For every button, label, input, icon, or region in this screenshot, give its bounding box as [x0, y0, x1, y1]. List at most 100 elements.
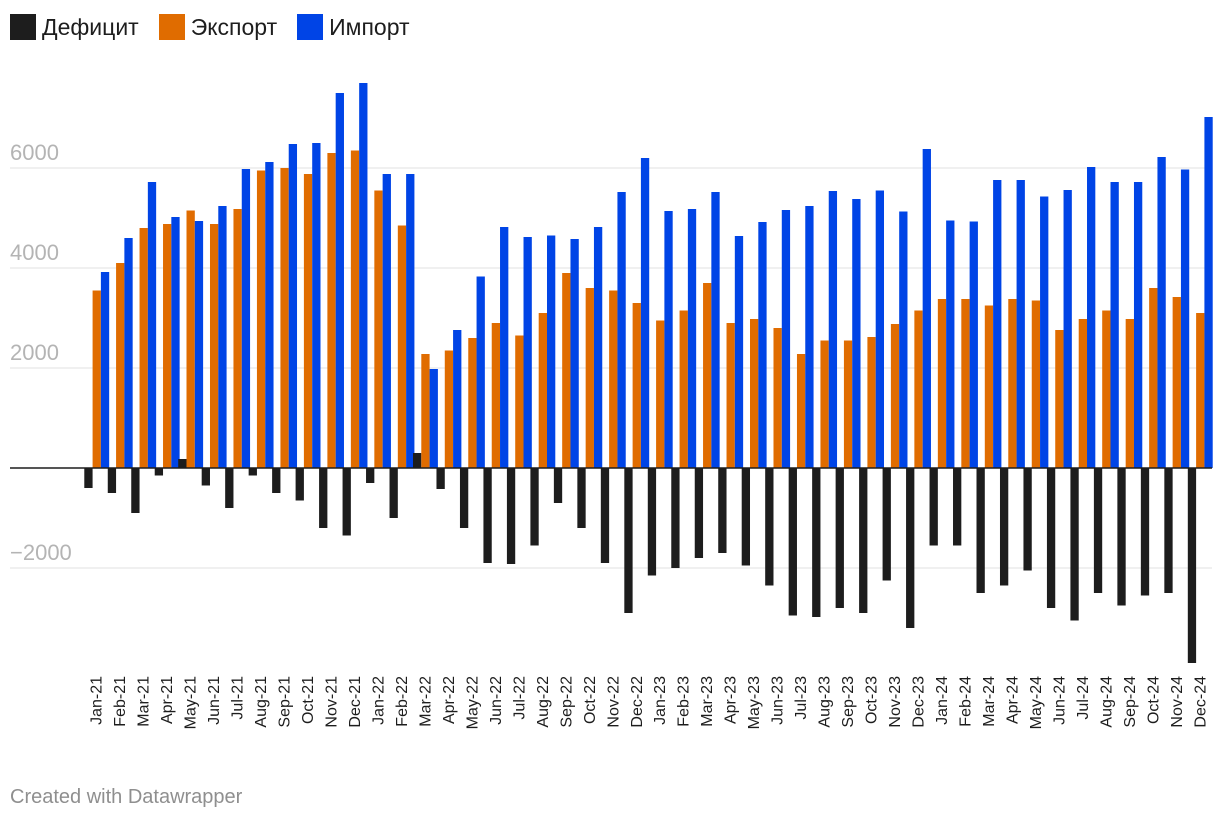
bar-import [335, 93, 344, 468]
bar-deficit [366, 468, 375, 483]
bar-import [241, 169, 251, 468]
x-tick-label: Apr-21 [159, 676, 176, 724]
x-tick-label: Jun-23 [770, 676, 787, 725]
bar-export [139, 228, 148, 468]
bar-deficit [178, 459, 187, 468]
bar-import [218, 206, 227, 468]
bar-export [186, 210, 195, 468]
bar-import [1040, 196, 1049, 468]
x-tick-label: Feb-22 [394, 676, 411, 727]
bar-export [515, 335, 524, 468]
bar-import [382, 174, 391, 468]
x-tick-label: Dec-24 [1192, 676, 1209, 728]
bar-import [852, 199, 861, 468]
bar-deficit [765, 468, 774, 586]
bar-deficit [976, 468, 985, 593]
bar-import [1110, 182, 1119, 468]
bar-deficit [1117, 468, 1126, 606]
bar-deficit [530, 468, 539, 546]
bar-export [1102, 310, 1111, 468]
legend-label-export: Экспорт [190, 13, 278, 40]
bar-deficit [1046, 468, 1056, 608]
bar-deficit [248, 468, 257, 476]
bar-export [585, 288, 594, 468]
bar-deficit [295, 468, 304, 501]
bar-import [453, 330, 462, 468]
legend-item-import: Импорт [297, 14, 410, 41]
bar-deficit [1093, 468, 1103, 593]
bar-deficit [84, 468, 93, 488]
bar-deficit [859, 468, 868, 613]
bar-deficit [107, 468, 117, 493]
bar-export [163, 224, 172, 468]
bar-import [546, 235, 556, 468]
bar-import [100, 272, 110, 468]
bar-import [1157, 157, 1166, 468]
bar-export [233, 209, 242, 468]
bar-import [1016, 180, 1025, 468]
x-tick-label: Dec-22 [629, 676, 646, 728]
x-tick-label: Jul-24 [1075, 676, 1092, 720]
legend-item-export: Экспорт [158, 13, 278, 41]
bar-export [726, 323, 735, 468]
x-tick-label: Aug-24 [1098, 676, 1115, 728]
bar-import [875, 190, 885, 468]
y-tick-label: −2000 [10, 540, 72, 565]
x-tick-label: Feb-24 [957, 676, 974, 727]
bar-deficit [272, 468, 281, 493]
bar-deficit [671, 468, 680, 568]
x-tick-label: Jul-21 [230, 676, 247, 720]
bar-deficit [1140, 468, 1150, 596]
y-tick-label: 4000 [10, 240, 59, 265]
x-tick-label: Aug-21 [253, 676, 270, 728]
x-tick-label: Jun-24 [1051, 676, 1068, 725]
x-tick-label: Sep-23 [840, 676, 857, 728]
bar-import [993, 180, 1002, 468]
bar-export [116, 263, 125, 468]
legend: Дефицит Экспорт Импорт [10, 12, 430, 42]
bar-import [664, 211, 673, 468]
x-tick-label: Jan-22 [370, 676, 387, 725]
x-tick-label: May-24 [1028, 676, 1045, 729]
bar-import [805, 206, 814, 468]
bar-export [1149, 288, 1158, 468]
bar-import [171, 217, 180, 468]
bar-export [632, 303, 641, 468]
legend-label-deficit: Дефицит [42, 13, 139, 40]
x-tick-label: Oct-21 [300, 676, 317, 724]
legend-swatch-export [158, 14, 185, 40]
bar-export [256, 170, 266, 468]
x-tick-label: Aug-22 [535, 676, 552, 728]
bar-deficit [553, 468, 563, 503]
bar-deficit [999, 468, 1009, 586]
bar-import [288, 144, 298, 468]
x-tick-label: Sep-22 [558, 676, 575, 728]
bar-export [1078, 319, 1088, 468]
x-tick-label: Nov-21 [324, 676, 341, 728]
bar-export [491, 323, 501, 468]
bar-deficit [483, 468, 492, 563]
bar-import [922, 149, 931, 468]
bar-export [209, 224, 219, 468]
bar-export [961, 299, 970, 468]
bar-deficit [600, 468, 610, 563]
x-tick-label: Jan-21 [89, 676, 106, 725]
bar-deficit [131, 468, 140, 513]
bar-export [421, 354, 430, 468]
x-tick-label: Jul-22 [511, 676, 528, 720]
bar-import [734, 236, 744, 468]
bar-deficit [436, 468, 445, 489]
bar-import [640, 158, 650, 468]
bar-deficit [788, 468, 797, 616]
x-tick-label: Mar-24 [981, 676, 998, 727]
x-tick-label: Oct-23 [864, 676, 881, 724]
bar-import [312, 143, 321, 468]
bar-export [703, 283, 712, 468]
bar-deficit [201, 468, 210, 486]
bar-import [617, 192, 626, 468]
x-tick-label: Sep-21 [277, 676, 294, 728]
x-tick-label: Feb-23 [676, 676, 693, 727]
bar-deficit [1023, 468, 1032, 571]
legend-swatch-deficit [10, 14, 36, 40]
bar-import [1180, 169, 1190, 468]
